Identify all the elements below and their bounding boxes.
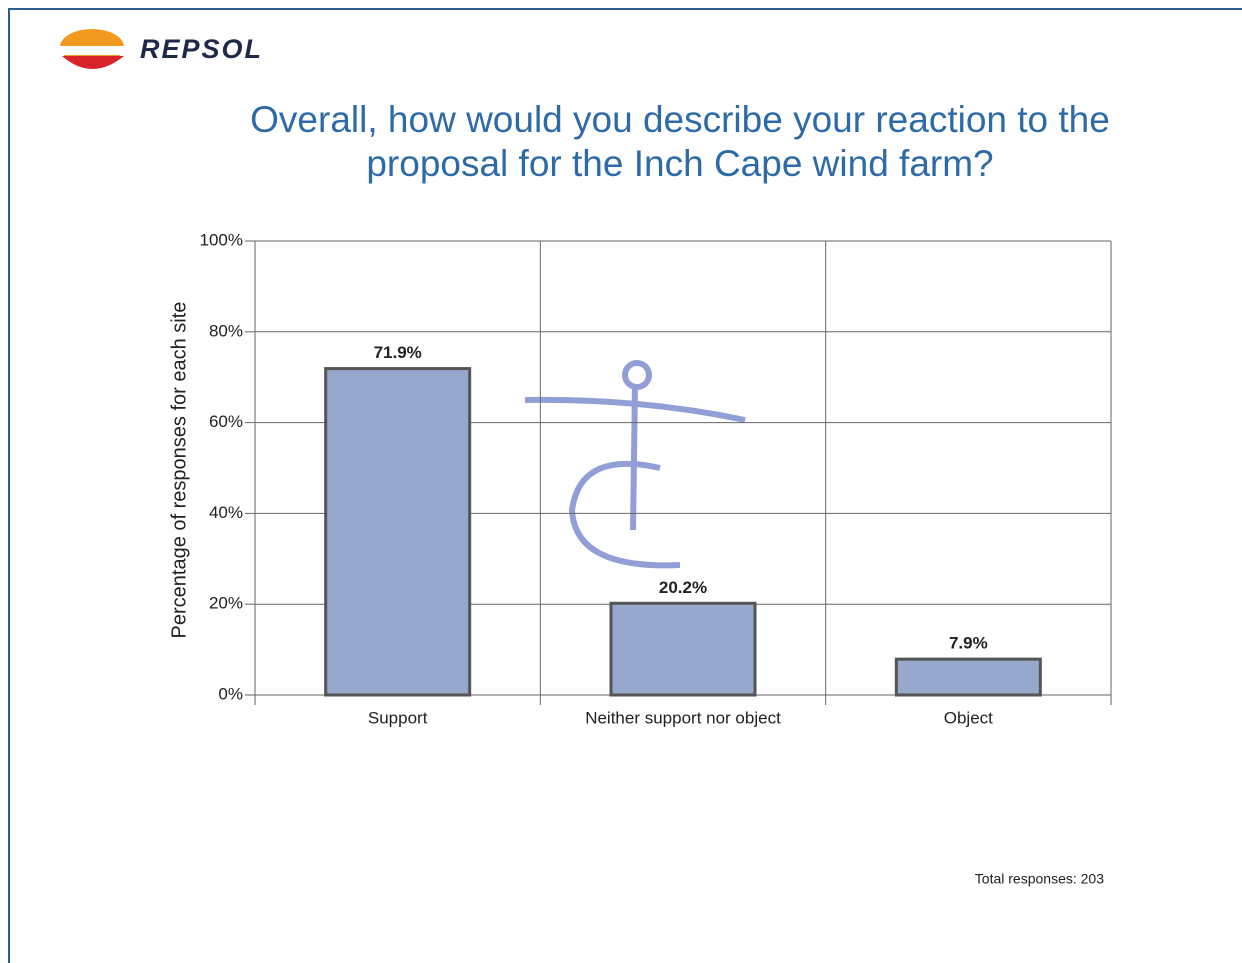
chart-title: Overall, how would you describe your rea… — [250, 99, 1110, 184]
y-tick-label: 100% — [200, 230, 243, 249]
logo: REPSOL — [140, 34, 264, 64]
y-tick-label: 80% — [209, 321, 243, 340]
y-tick-label: 0% — [218, 684, 243, 703]
frame — [8, 8, 1242, 963]
bar — [324, 367, 472, 697]
x-tick-label: Support — [368, 708, 428, 727]
note: Total responses: 203 — [975, 871, 1104, 887]
y-axis-label: Percentage of responses for each site — [168, 302, 190, 639]
bar — [609, 601, 757, 697]
bar — [894, 657, 1042, 697]
y-tick-label: 40% — [209, 503, 243, 522]
y-tick-label: 20% — [209, 594, 243, 613]
watermark — [524, 360, 746, 569]
x-tick-label: Object — [944, 708, 993, 727]
y-tick-label: 60% — [209, 412, 243, 431]
value-label: 20.2% — [659, 578, 707, 597]
logo-mark — [58, 29, 126, 69]
x-tick-label: Neither support nor object — [585, 708, 781, 727]
value-label: 71.9% — [374, 343, 422, 362]
value-label: 7.9% — [949, 634, 988, 653]
